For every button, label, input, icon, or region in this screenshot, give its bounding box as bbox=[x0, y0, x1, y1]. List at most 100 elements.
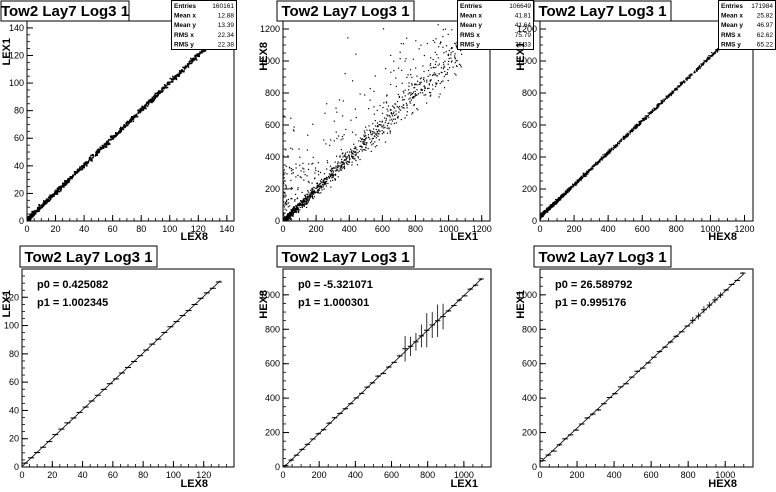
data-point bbox=[301, 206, 303, 209]
data-point bbox=[292, 214, 294, 216]
data-point bbox=[570, 186, 572, 188]
data-point bbox=[617, 142, 619, 144]
data-point bbox=[708, 57, 710, 59]
data-point bbox=[438, 46, 440, 48]
data-point bbox=[330, 170, 332, 172]
data-point bbox=[197, 53, 199, 56]
data-point bbox=[665, 95, 667, 97]
data-point bbox=[376, 134, 378, 136]
data-point bbox=[306, 175, 308, 177]
data-point bbox=[301, 203, 304, 205]
data-point bbox=[599, 158, 601, 161]
data-point bbox=[283, 215, 286, 217]
data-point bbox=[175, 77, 178, 79]
data-point bbox=[700, 63, 702, 65]
data-point bbox=[307, 190, 309, 192]
data-point bbox=[283, 201, 285, 203]
data-point bbox=[145, 103, 147, 106]
data-point bbox=[395, 85, 398, 88]
y-tick-label: 200 bbox=[522, 184, 537, 194]
data-point bbox=[586, 170, 589, 173]
data-point bbox=[294, 211, 296, 214]
data-point bbox=[558, 197, 560, 199]
y-tick-label: 100 bbox=[9, 78, 24, 88]
data-point bbox=[552, 205, 554, 207]
stats-label: Mean x bbox=[460, 13, 482, 20]
data-point bbox=[364, 146, 367, 148]
data-point bbox=[460, 66, 462, 68]
data-point bbox=[324, 178, 327, 180]
data-point bbox=[424, 86, 426, 89]
data-point bbox=[437, 64, 439, 66]
data-point bbox=[300, 200, 302, 203]
data-point bbox=[285, 195, 287, 197]
data-point bbox=[102, 146, 105, 148]
data-point bbox=[289, 215, 291, 217]
data-point bbox=[331, 174, 333, 176]
data-point bbox=[658, 105, 660, 107]
data-point bbox=[625, 135, 627, 137]
data-point bbox=[417, 93, 419, 95]
data-point bbox=[420, 89, 422, 91]
data-point bbox=[204, 50, 207, 52]
data-point bbox=[378, 139, 380, 141]
data-point bbox=[583, 172, 585, 174]
data-point bbox=[559, 195, 562, 198]
data-point bbox=[434, 51, 436, 53]
data-point bbox=[421, 88, 423, 90]
data-point bbox=[635, 125, 638, 127]
data-point bbox=[342, 152, 344, 154]
data-point bbox=[307, 195, 309, 197]
data-point bbox=[134, 114, 137, 116]
data-point bbox=[544, 212, 546, 215]
data-point bbox=[293, 206, 295, 208]
data-point bbox=[92, 154, 95, 157]
data-point bbox=[334, 178, 336, 180]
data-point bbox=[336, 155, 338, 157]
x-tick-label: 20 bbox=[47, 470, 57, 480]
y-tick-label: 20 bbox=[14, 188, 24, 198]
data-point bbox=[113, 135, 115, 138]
data-point bbox=[395, 122, 397, 124]
chart-panel-2: 0 200 400 600 800 1000 12000200400600800100012… bbox=[258, 0, 534, 243]
fit-line bbox=[540, 273, 745, 463]
data-point bbox=[595, 161, 597, 163]
data-point bbox=[630, 131, 632, 133]
data-point bbox=[298, 210, 300, 213]
y-tick-label: 20 bbox=[9, 434, 19, 444]
data-point bbox=[697, 68, 699, 70]
data-point bbox=[38, 207, 41, 210]
data-point bbox=[305, 198, 307, 200]
data-point bbox=[577, 181, 580, 183]
x-tick-label: 0 bbox=[537, 470, 542, 480]
data-point bbox=[360, 148, 362, 151]
data-point bbox=[397, 115, 399, 117]
data-point bbox=[105, 144, 107, 147]
data-point bbox=[595, 163, 597, 166]
data-point bbox=[629, 133, 631, 135]
data-point bbox=[587, 171, 590, 173]
data-point bbox=[657, 106, 659, 108]
data-point bbox=[368, 136, 370, 139]
data-point bbox=[454, 73, 456, 75]
data-point bbox=[310, 191, 312, 194]
data-point bbox=[335, 107, 337, 109]
data-point bbox=[583, 175, 585, 177]
data-point bbox=[420, 44, 422, 46]
data-point bbox=[290, 187, 293, 189]
data-point bbox=[304, 194, 306, 197]
data-point bbox=[290, 168, 292, 170]
data-point bbox=[708, 58, 710, 60]
data-point bbox=[429, 74, 431, 76]
data-point bbox=[439, 82, 441, 84]
data-point bbox=[303, 168, 305, 170]
data-point bbox=[686, 79, 688, 82]
data-point bbox=[115, 132, 117, 135]
data-point bbox=[290, 147, 292, 149]
data-point bbox=[435, 73, 437, 75]
x-tick-label: 200 bbox=[567, 224, 582, 234]
data-point bbox=[175, 78, 178, 81]
data-point bbox=[97, 148, 100, 150]
data-point bbox=[658, 104, 660, 106]
data-point bbox=[79, 166, 82, 169]
